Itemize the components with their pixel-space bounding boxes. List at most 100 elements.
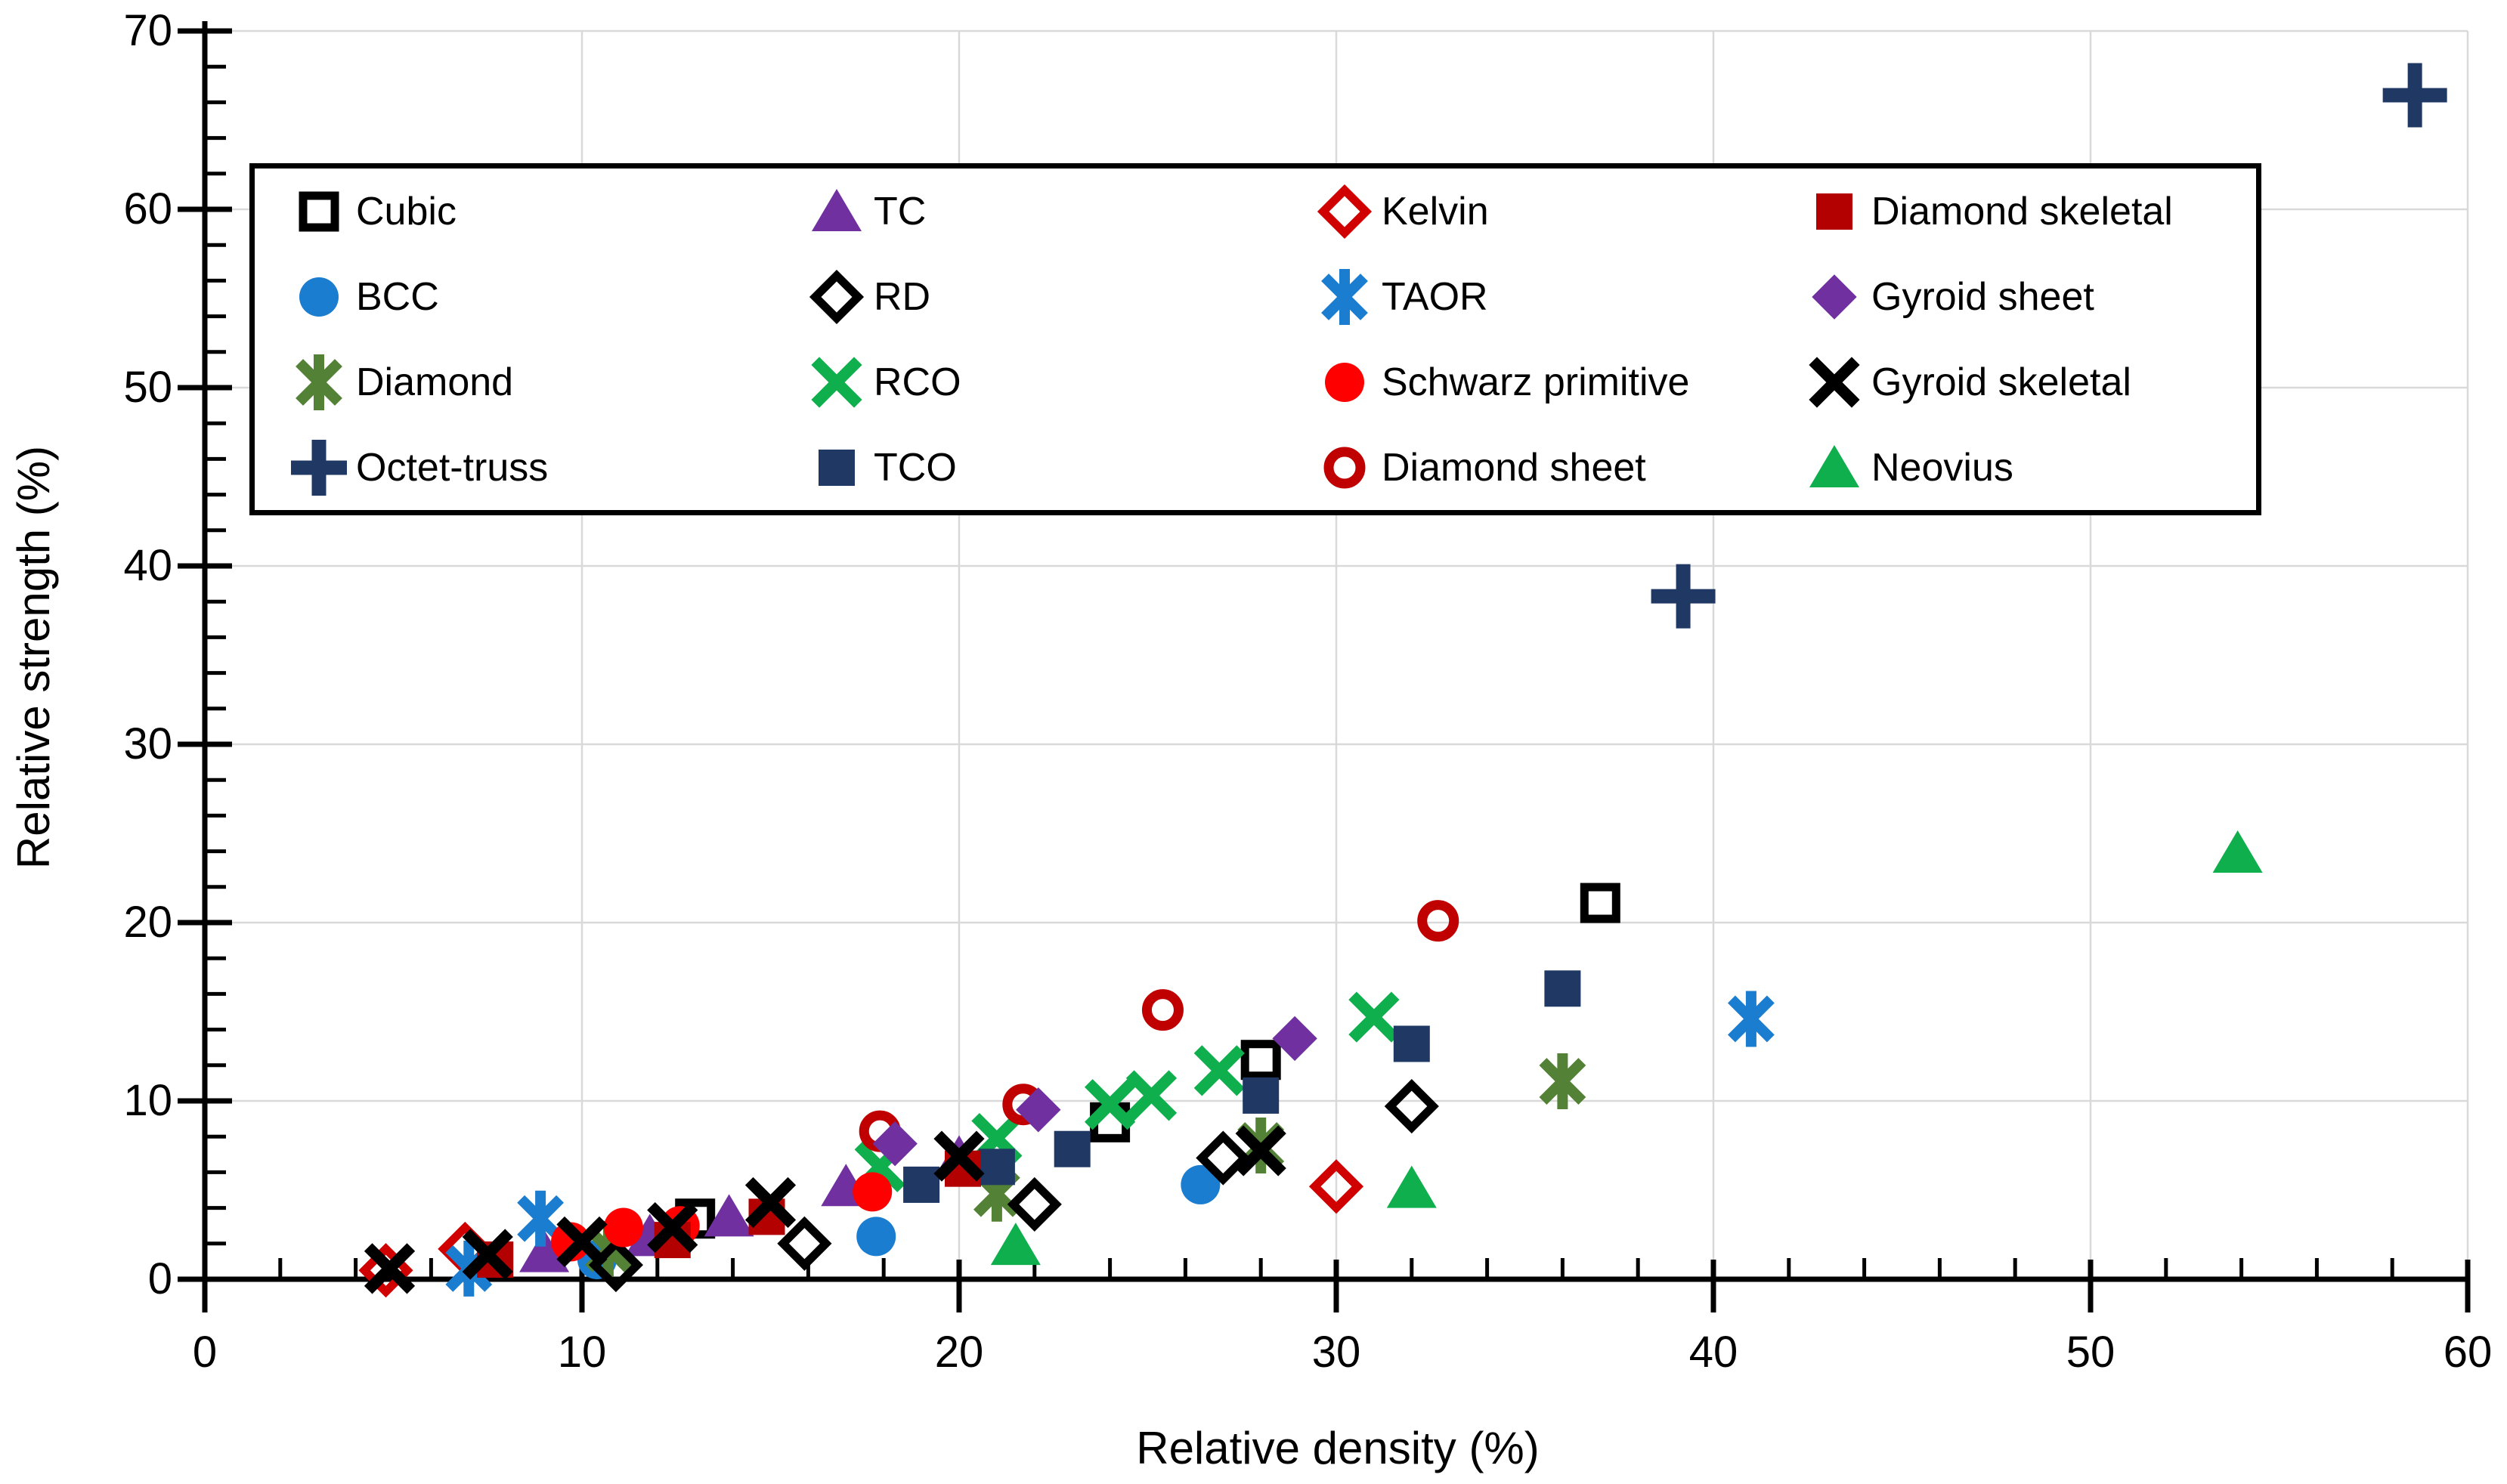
data-point: [1580, 883, 1620, 923]
data-point: [462, 1229, 513, 1280]
data-point: [556, 1216, 608, 1268]
series-gyroid-sheet: [872, 1016, 1317, 1167]
legend-label: RCO: [874, 360, 961, 404]
data-point: [1084, 1079, 1136, 1130]
data-point: [1141, 989, 1184, 1031]
legend-label: TAOR: [1382, 274, 1488, 319]
legend-item-taor: TAOR: [1317, 254, 1806, 339]
x-tick-label: 60: [2443, 1328, 2493, 1377]
data-point: [1308, 1159, 1364, 1214]
legend-label: BCC: [356, 274, 439, 319]
y-tick-label: 60: [123, 184, 172, 233]
legend-item-octet-truss: Octet-truss: [291, 425, 809, 510]
data-point: [777, 1216, 832, 1271]
data-point: [704, 1194, 754, 1237]
data-point: [364, 1243, 416, 1294]
data-point: [1016, 1087, 1061, 1133]
data-point: [1728, 991, 1775, 1047]
data-point: [1196, 1130, 1251, 1186]
series-octet-truss: [1651, 63, 2447, 629]
legend-label: Gyroid skeletal: [1871, 360, 2131, 404]
legend-label: Diamond skeletal: [1871, 189, 2173, 233]
data-point: [1386, 1165, 1437, 1208]
legend-label: RD: [874, 274, 931, 319]
data-point: [588, 1238, 643, 1293]
plus-icon: [291, 439, 347, 496]
filled-square-icon: [1816, 193, 1852, 230]
data-point: [978, 1149, 1015, 1186]
data-point: [1243, 1077, 1280, 1114]
data-point: [1240, 1040, 1281, 1081]
y-tick-label: 10: [123, 1076, 172, 1125]
data-point: [1393, 1025, 1430, 1062]
data-point: [1007, 1176, 1062, 1232]
legend-label: Gyroid sheet: [1871, 274, 2094, 319]
data-point: [1651, 564, 1716, 629]
y-tick-label: 40: [123, 541, 172, 590]
legend-item-neovius: Neovius: [1806, 425, 2256, 510]
filled-diamond-icon: [1812, 274, 1857, 320]
data-point: [2212, 830, 2263, 873]
data-point: [603, 1207, 643, 1247]
filled-triangle-icon: [1809, 444, 1859, 487]
data-point: [1181, 1164, 1221, 1204]
series-cubic: [675, 883, 1620, 1239]
x-tick-label: 20: [934, 1328, 984, 1377]
data-point: [903, 1166, 940, 1203]
y-tick-label: 70: [123, 6, 172, 55]
data-point: [1125, 1070, 1178, 1121]
x-tick-label: 40: [1688, 1328, 1738, 1377]
legend-item-rd: RD: [809, 254, 1317, 339]
x-tick-label: 50: [2066, 1328, 2115, 1377]
data-point: [990, 1223, 1041, 1266]
y-tick-label: 0: [147, 1254, 172, 1303]
y-axis-title: Relative strength (%): [8, 445, 59, 870]
data-point: [853, 1172, 893, 1212]
data-point: [1417, 900, 1459, 942]
legend-item-tco: TCO: [809, 425, 1317, 510]
legend-label: Kelvin: [1382, 189, 1489, 233]
legend-item-diamond-sheet: Diamond sheet: [1317, 425, 1806, 510]
legend-label: Cubic: [356, 189, 457, 233]
data-point: [2382, 63, 2447, 128]
data-point: [1544, 970, 1581, 1007]
legend-label: Diamond sheet: [1382, 445, 1646, 490]
x-icon: [811, 356, 862, 408]
filled-square-icon: [819, 449, 855, 486]
legend-label: Neovius: [1871, 445, 2013, 490]
data-point: [1539, 1053, 1586, 1110]
data-point: [647, 1201, 698, 1254]
asterisk-icon: [1321, 268, 1368, 325]
legend-item-gyroid-sheet: Gyroid sheet: [1806, 254, 2256, 339]
open-square-icon: [299, 191, 339, 231]
open-diamond-icon: [809, 269, 865, 324]
series-neovius: [990, 830, 2263, 1266]
legend-label: Schwarz primitive: [1382, 360, 1690, 404]
series-rd: [588, 1079, 1439, 1293]
y-tick-label: 50: [123, 363, 172, 412]
open-circle-icon: [1323, 447, 1366, 488]
data-point: [1348, 991, 1400, 1043]
x-tick-label: 0: [192, 1328, 218, 1377]
series-schwarz-primitive: [551, 1172, 893, 1262]
legend-item-diamond: Diamond: [291, 339, 809, 425]
filled-circle-icon: [299, 277, 339, 317]
legend: Cubic BCC Diamond Octet-truss TC RD RCO TCO Kelv…: [249, 163, 2261, 515]
legend-item-rco: RCO: [809, 339, 1317, 425]
data-point: [551, 1222, 591, 1262]
data-point: [933, 1130, 985, 1182]
data-point: [1235, 1125, 1286, 1176]
legend-label: Octet-truss: [356, 445, 549, 490]
data-points: [358, 63, 2447, 1298]
series-rco: [854, 991, 1400, 1192]
data-point: [856, 1217, 896, 1257]
legend-item-tc: TC: [809, 168, 1317, 254]
asterisk-icon: [296, 354, 342, 410]
axes: [178, 21, 2471, 1312]
filled-triangle-icon: [812, 188, 862, 231]
legend-item-gyroid-skeletal: Gyroid skeletal: [1806, 339, 2256, 425]
legend-label: Diamond: [356, 360, 514, 404]
legend-item-schwarz-primitive: Schwarz primitive: [1317, 339, 1806, 425]
filled-circle-icon: [1325, 362, 1364, 402]
